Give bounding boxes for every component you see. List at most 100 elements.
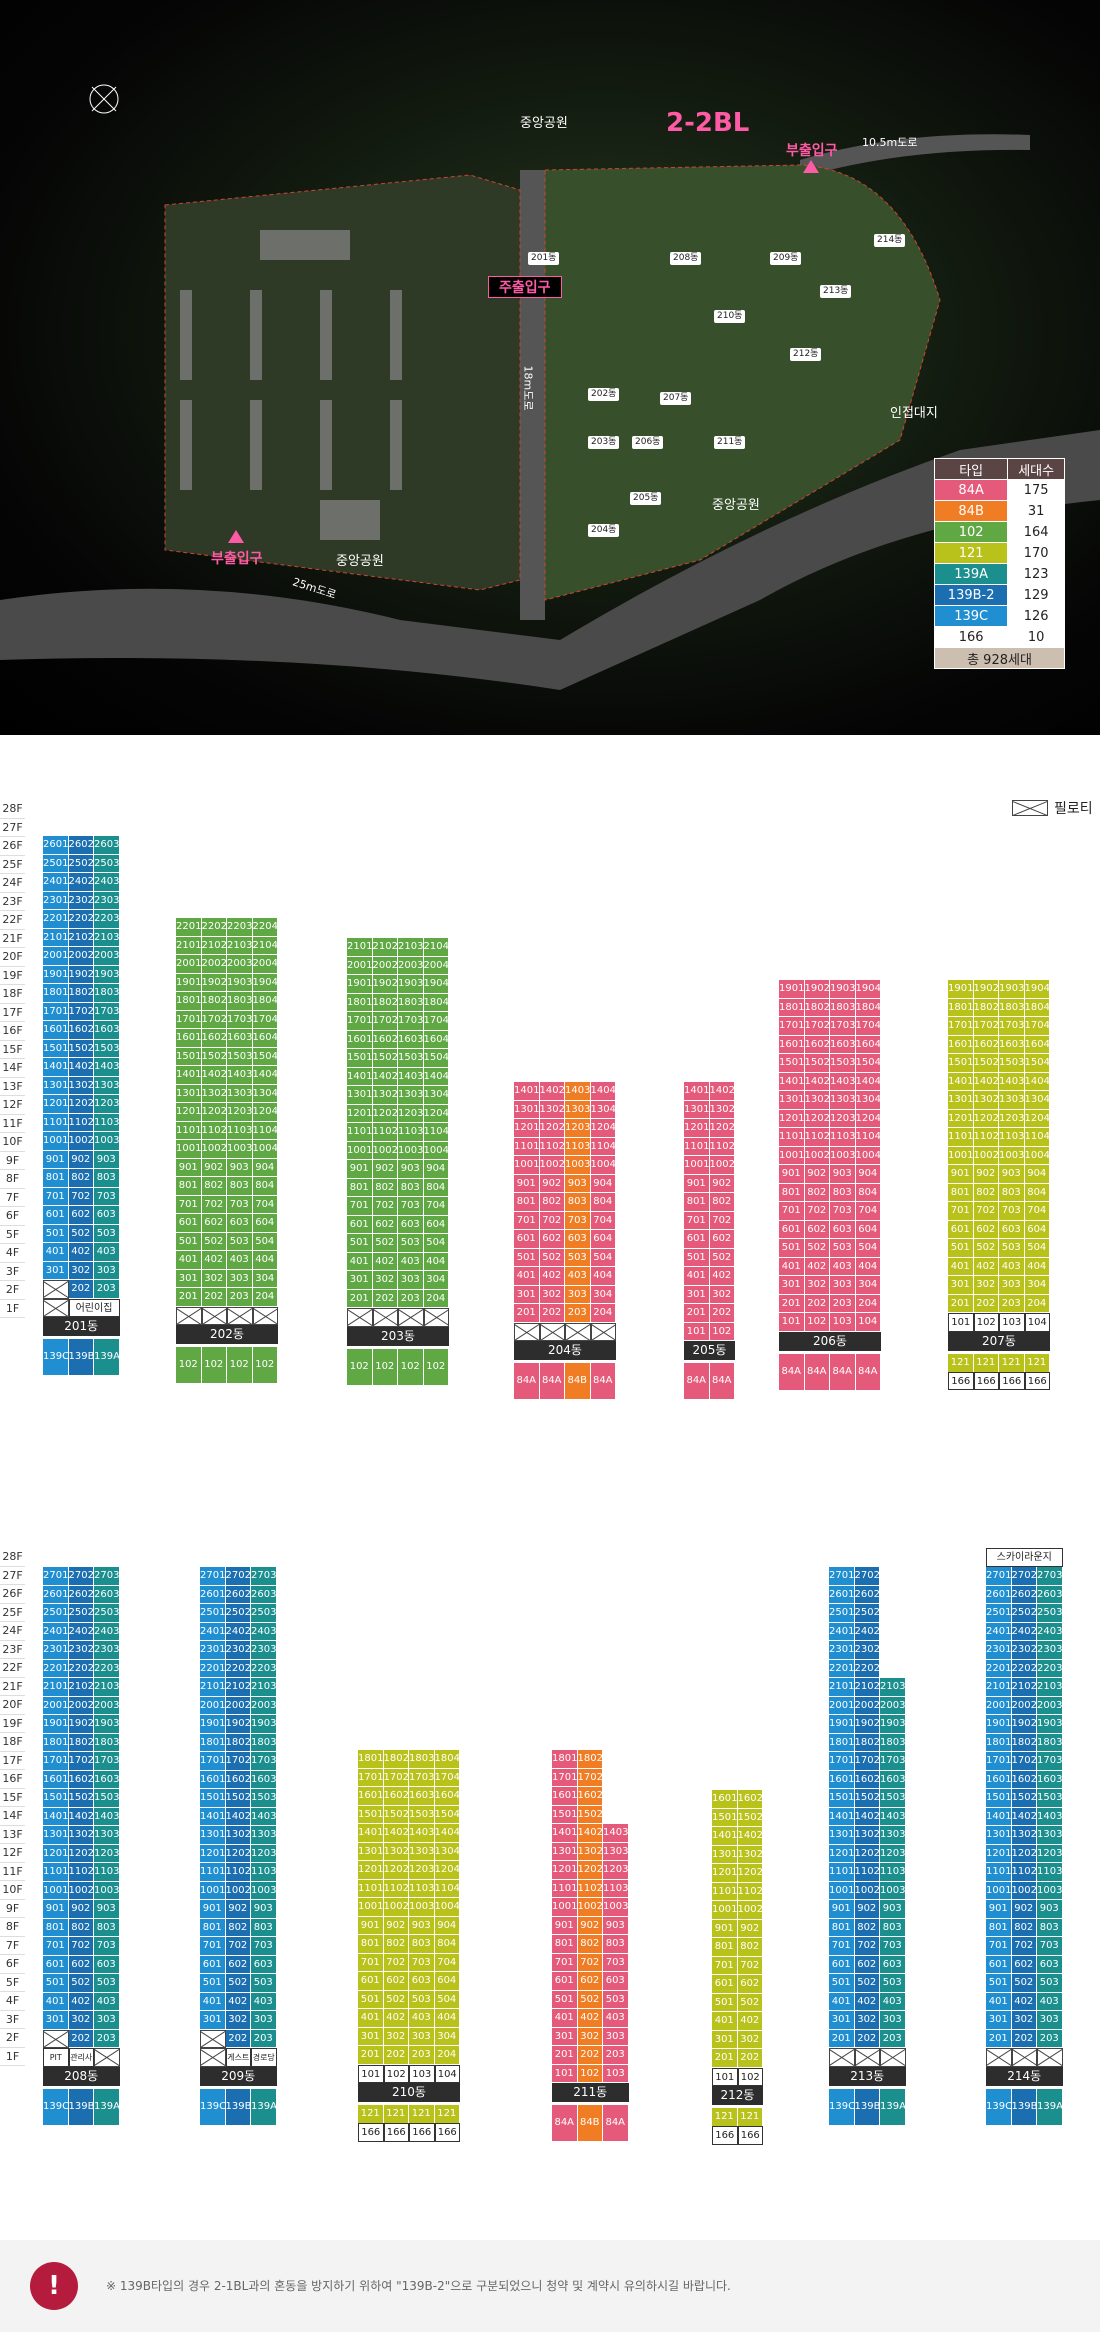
unit-cell: 202 <box>737 2049 763 2068</box>
unit-cell: 301 <box>986 2011 1012 2030</box>
unit-cell: 1102 <box>68 1863 94 1882</box>
unit-cell: 1204 <box>1024 1109 1050 1128</box>
unit-cell: 1003 <box>398 1141 424 1160</box>
unit-type-legend: 타입 세대수 84A 175 84B 31 102 164 121 170 139A 123 139B… <box>933 458 1065 669</box>
unit-cell: 2303 <box>251 1641 277 1660</box>
unit-cell: 204 <box>590 1304 616 1323</box>
type-cell: 84A <box>779 1353 805 1390</box>
floor-label: 14F <box>0 1807 25 1826</box>
type-cell: 139C <box>829 2088 855 2125</box>
floor-label: 22F <box>0 911 25 930</box>
unit-cell: 703 <box>94 1937 120 1956</box>
unit-cell: 601 <box>200 1955 226 1974</box>
unit-cell: 1502 <box>68 1789 94 1808</box>
unit-cell: 1701 <box>552 1768 578 1787</box>
unit-cell: 603 <box>830 1220 856 1239</box>
unit-cell: 1601 <box>200 1770 226 1789</box>
empty-slot <box>880 1586 906 1605</box>
unit-cell: 604 <box>423 1215 449 1234</box>
unit-cell: 902 <box>201 1158 227 1177</box>
unit-cell: 403 <box>409 2009 435 2028</box>
floor-label: 13F <box>0 1078 25 1096</box>
floor-label: 11F <box>0 1863 25 1881</box>
legend-units: 129 <box>1007 584 1065 606</box>
unit-cell: 302 <box>804 1276 830 1295</box>
floor-label: 16F <box>0 1770 25 1789</box>
unit-cell: 1501 <box>986 1789 1012 1808</box>
unit-cell: 1901 <box>347 975 373 994</box>
unit-cell: 101 <box>948 1313 974 1332</box>
unit-cell: 1002 <box>973 1146 999 1165</box>
unit-cell: 601 <box>829 1955 855 1974</box>
unit-cell: 301 <box>514 1285 540 1304</box>
unit-cell: 1102 <box>577 1879 603 1898</box>
floor-label: 27F <box>0 819 25 837</box>
unit-cell: 702 <box>68 1937 94 1956</box>
unit-cell: 1602 <box>804 1035 830 1054</box>
unit-cell: 1201 <box>948 1109 974 1128</box>
unit-cell: 501 <box>43 1974 69 1993</box>
unit-cell: 203 <box>409 2046 435 2065</box>
unit-cell: 703 <box>880 1937 906 1956</box>
type-cell: 121 <box>358 2105 384 2123</box>
unit-cell: 904 <box>855 1165 881 1184</box>
unit-cell: 2201 <box>43 1659 69 1678</box>
unit-cell: 1102 <box>383 1879 409 1898</box>
unit-cell: 703 <box>565 1211 591 1230</box>
unit-cell: 803 <box>94 1169 120 1188</box>
unit-cell: 702 <box>577 1953 603 1972</box>
unit-cell: 501 <box>176 1232 202 1251</box>
type-cell: 102 <box>227 1347 253 1383</box>
unit-cell: 1404 <box>252 1066 278 1085</box>
unit-cell: 102 <box>804 1313 830 1332</box>
unit-cell: 102 <box>383 2064 409 2083</box>
unit-cell: 903 <box>227 1158 253 1177</box>
notice-text: ※ 139B타입의 경우 2-1BL과의 혼동을 방지하기 위하여 "139B-… <box>106 2279 731 2293</box>
unit-cell: 1203 <box>880 1844 906 1863</box>
type-cell: 84A <box>855 1353 881 1390</box>
unit-cell: 2403 <box>94 873 120 892</box>
unit-cell: 902 <box>225 1900 251 1919</box>
unit-cell: 704 <box>423 1197 449 1216</box>
unit-cell: 2201 <box>829 1659 855 1678</box>
unit-cell: 1502 <box>225 1789 251 1808</box>
unit-cell: 1803 <box>409 1750 435 1769</box>
type-cell: 139A <box>1037 2088 1063 2125</box>
map-building-label: 212동 <box>790 348 822 361</box>
unit-cell: 1202 <box>372 1104 398 1123</box>
unit-cell: 2402 <box>68 1622 94 1641</box>
unit-cell: 2603 <box>94 836 120 855</box>
unit-cell: 1302 <box>577 1842 603 1861</box>
pilotis-cell <box>398 1308 424 1327</box>
unit-cell: 601 <box>358 1972 384 1991</box>
floor-label: 1F <box>0 2048 25 2066</box>
unit-cell: 1004 <box>1024 1146 1050 1165</box>
unit-cell: 2402 <box>854 1622 880 1641</box>
unit-cell: 1301 <box>200 1826 226 1845</box>
map-building-label: 204동 <box>588 524 620 537</box>
unit-cell: 1301 <box>986 1826 1012 1845</box>
pilotis-cell <box>829 2048 855 2067</box>
unit-cell: 1002 <box>737 1901 763 1920</box>
unit-cell: 401 <box>347 1252 373 1271</box>
unit-cell: 2103 <box>880 1678 906 1697</box>
unit-cell: 1402 <box>737 1827 763 1846</box>
unit-cell: 201 <box>358 2046 384 2065</box>
unit-cell: 1402 <box>1011 1807 1037 1826</box>
unit-cell: 1201 <box>779 1109 805 1128</box>
unit-cell: 2101 <box>986 1678 1012 1697</box>
unit-cell: 1703 <box>398 1012 424 1031</box>
unit-cell: 1602 <box>973 1035 999 1054</box>
unit-cell: 302 <box>68 1261 94 1280</box>
building-201동: 2601 2602 2603 2501 2502 2503 2401 2402 2403 2301… <box>43 836 120 1398</box>
unit-cell: 401 <box>43 1243 69 1262</box>
unit-cell: 2002 <box>854 1696 880 1715</box>
building-205동: 1401 1402 1301 1302 1201 1202 1101 1102 1001 1002… <box>684 1082 735 1399</box>
unit-cell: 2002 <box>372 956 398 975</box>
unit-cell: 402 <box>1011 1992 1037 2011</box>
unit-cell: 1401 <box>43 1807 69 1826</box>
unit-cell: 1704 <box>1024 1017 1050 1036</box>
unit-cell: 1401 <box>986 1807 1012 1826</box>
floor-label: 24F <box>0 874 25 893</box>
unit-cell: 1404 <box>855 1072 881 1091</box>
